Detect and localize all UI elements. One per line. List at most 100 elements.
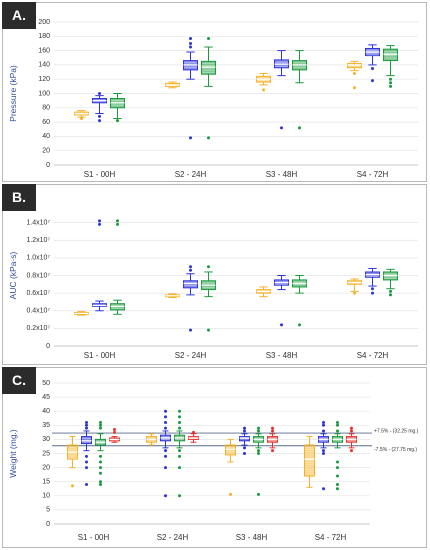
panel-a-tag: A. (2, 2, 36, 29)
outlier-point (322, 429, 325, 433)
outlier-point (164, 426, 167, 430)
y-tick-label: 20 (42, 464, 50, 471)
box-plot (110, 93, 125, 123)
x-tick-label: S4 - 72H (357, 170, 389, 179)
box-plot (67, 436, 78, 488)
panel-b-plot: 0 0.2x10⁷ 0.4x10⁷ 0.6x10⁷ 0.8x10⁷ 1.0x10⁷ 1.2x… (8, 219, 418, 360)
box-plot (239, 426, 250, 455)
box-plot (95, 420, 106, 487)
x-tick-label: S1 - 00H (84, 351, 116, 360)
box-plot (225, 438, 236, 496)
outlier-point (298, 323, 301, 327)
outlier-point (298, 126, 301, 130)
x-tick-label: S4 - 72H (357, 351, 389, 360)
box-plot (146, 433, 157, 446)
panel-b-frame (2, 184, 427, 365)
panel-a-frame (2, 2, 427, 182)
outlier-point (178, 420, 181, 424)
outlier-point (207, 328, 210, 332)
outlier-point (189, 45, 192, 49)
y-tick-label: 160 (38, 47, 50, 54)
box-plot (253, 426, 264, 496)
outlier-point (189, 41, 192, 45)
box-plot (201, 265, 216, 332)
panel-c-plot: 0 5 10 15 20 25 30 35 40 45 50 Weight (mg.) S1 - 00H… (8, 380, 419, 542)
outlier-point (280, 323, 283, 327)
reference-line-label: +7.5% - (32.25 mg.) (374, 428, 419, 434)
outlier-point (178, 454, 181, 458)
outlier-point (98, 119, 101, 123)
outlier-point (164, 454, 167, 458)
box-plot (383, 268, 398, 297)
outlier-point (164, 409, 167, 413)
panel-c-tag: C. (2, 367, 36, 394)
y-tick-label: 1.4x10⁷ (26, 219, 50, 226)
outlier-point (98, 92, 101, 95)
outlier-point (71, 484, 74, 488)
box-plot (347, 278, 362, 295)
outlier-point (257, 429, 260, 433)
outlier-point (371, 79, 374, 83)
outlier-point (116, 222, 119, 226)
outlier-point (257, 452, 260, 455)
box-iqr (225, 444, 236, 456)
y-tick-label: 120 (38, 76, 50, 83)
outlier-point (99, 466, 102, 470)
box-plot (346, 426, 357, 453)
outlier-point (99, 423, 102, 427)
outlier-point (85, 420, 88, 424)
outlier-point (189, 36, 192, 40)
box-plot (165, 81, 180, 89)
x-tick-label: S3 - 48H (266, 170, 298, 179)
outlier-point (336, 466, 339, 470)
x-tick-label: S3 - 48H (266, 351, 298, 360)
outlier-point (257, 492, 260, 496)
box-plot (292, 50, 307, 130)
reference-line-label: -7.5% - (27.75 mg.) (374, 447, 417, 453)
outlier-point (371, 66, 374, 70)
box-plot (332, 420, 343, 491)
outlier-point (99, 454, 102, 458)
outlier-point (164, 420, 167, 424)
outlier-point (336, 423, 339, 427)
y-tick-label: 100 (38, 90, 50, 97)
outlier-point (389, 77, 392, 81)
y-axis-label: AUC (kPa·s) (8, 251, 18, 299)
box-plot (74, 110, 89, 121)
outlier-point (280, 126, 283, 130)
box-plot (110, 219, 125, 315)
outlier-point (350, 449, 353, 453)
box-plot (318, 420, 329, 491)
outlier-point (262, 88, 265, 92)
outlier-point (98, 222, 101, 226)
y-tick-label: 1.0x10⁷ (26, 255, 50, 262)
outlier-point (336, 460, 339, 464)
outlier-point (178, 415, 181, 419)
outlier-point (243, 426, 246, 430)
box-plot (256, 286, 271, 298)
box-plot (174, 409, 185, 498)
box-plot (92, 219, 107, 312)
outlier-point (85, 483, 88, 487)
y-tick-label: 0 (46, 162, 50, 169)
x-tick-label: S3 - 48H (236, 533, 268, 542)
outlier-point (322, 487, 325, 491)
outlier-point (99, 483, 102, 487)
y-tick-label: 0.8x10⁷ (26, 272, 50, 279)
y-tick-label: 0 (46, 521, 50, 528)
outlier-point (350, 426, 353, 430)
x-tick-label: S2 - 24H (175, 351, 207, 360)
outlier-point (189, 136, 192, 140)
y-tick-label: 40 (42, 408, 50, 415)
outlier-point (322, 449, 325, 453)
x-tick-label: S4 - 72H (315, 533, 347, 542)
outlier-point (243, 446, 246, 450)
outlier-point (189, 328, 192, 332)
outlier-point (85, 466, 88, 470)
y-tick-label: 200 (38, 19, 50, 26)
y-axis-label: Weight (mg.) (8, 429, 18, 478)
outlier-point (257, 449, 260, 453)
outlier-point (336, 474, 339, 478)
